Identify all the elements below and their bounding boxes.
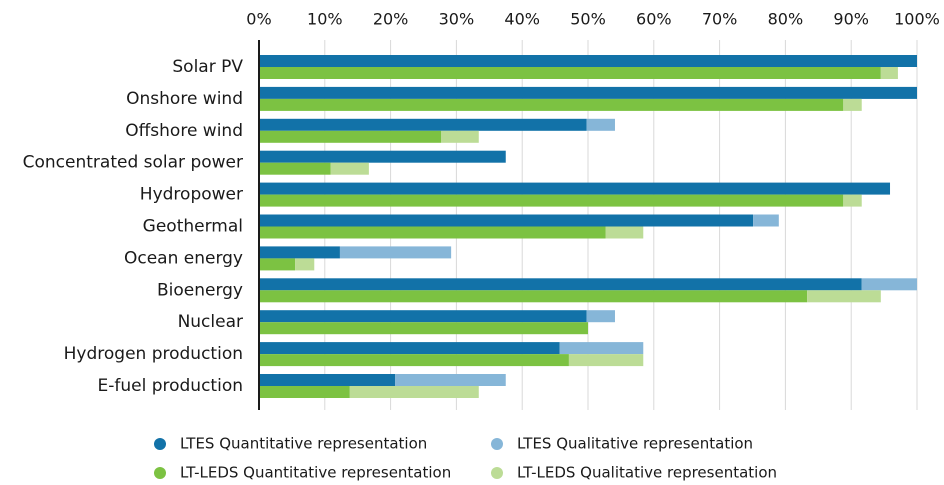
bar xyxy=(843,194,862,207)
bar xyxy=(330,162,369,175)
legend-marker xyxy=(491,467,503,479)
bar xyxy=(861,278,917,291)
bar xyxy=(880,67,898,79)
category-label: Nuclear xyxy=(178,312,243,332)
bar xyxy=(586,118,615,131)
bar xyxy=(259,290,808,303)
bar xyxy=(259,386,350,398)
category-label: Offshore wind xyxy=(125,121,243,141)
bar xyxy=(259,258,296,271)
x-tick-label: 40% xyxy=(504,10,540,29)
legend-label: LTES Quantitative representation xyxy=(180,435,427,453)
x-tick-label: 90% xyxy=(833,10,869,29)
bar xyxy=(259,182,891,195)
bar xyxy=(259,86,917,99)
bar xyxy=(259,322,588,335)
bar xyxy=(843,98,862,111)
bar xyxy=(259,130,442,143)
category-label: Hydropower xyxy=(140,185,243,205)
legend-marker xyxy=(154,467,166,479)
bar xyxy=(568,354,644,367)
category-label: Hydrogen production xyxy=(64,344,243,364)
bar xyxy=(259,55,917,67)
legend-label: LT-LEDS Qualitative representation xyxy=(517,464,777,482)
bar xyxy=(259,150,506,163)
x-tick-label: 50% xyxy=(570,10,606,29)
bar xyxy=(395,374,506,386)
bar xyxy=(339,246,452,259)
bar xyxy=(259,374,396,386)
x-tick-label: 80% xyxy=(768,10,804,29)
bar xyxy=(259,310,587,323)
category-label: Solar PV xyxy=(172,57,243,77)
bar xyxy=(259,246,340,259)
category-label: Geothermal xyxy=(143,217,243,237)
bar xyxy=(259,98,844,111)
bar xyxy=(259,214,754,227)
bar xyxy=(259,354,569,367)
bar xyxy=(259,194,844,207)
bar xyxy=(259,226,606,239)
bar xyxy=(441,130,479,143)
category-label: Concentrated solar power xyxy=(23,153,243,173)
legend-label: LT-LEDS Quantitative representation xyxy=(180,464,451,482)
legend-marker xyxy=(491,438,503,450)
bar xyxy=(753,214,779,227)
x-tick-label: 100% xyxy=(894,10,940,29)
legend-label: LTES Qualitative representation xyxy=(517,435,753,453)
category-label: Ocean energy xyxy=(124,248,243,268)
bar xyxy=(586,310,615,323)
bar xyxy=(605,226,644,239)
bar xyxy=(807,290,881,303)
x-tick-label: 70% xyxy=(702,10,738,29)
x-tick-label: 0% xyxy=(246,10,271,29)
category-label: Onshore wind xyxy=(126,89,243,109)
category-label: Bioenergy xyxy=(157,280,243,300)
x-tick-label: 10% xyxy=(307,10,343,29)
x-tick-label: 60% xyxy=(636,10,672,29)
bar xyxy=(349,386,479,398)
category-label: E-fuel production xyxy=(97,376,243,396)
bar xyxy=(259,67,881,79)
legend-marker xyxy=(154,438,166,450)
bar xyxy=(259,162,331,175)
bar xyxy=(295,258,315,271)
x-tick-label: 30% xyxy=(439,10,475,29)
bar xyxy=(259,118,587,131)
x-tick-label: 20% xyxy=(373,10,409,29)
bar xyxy=(259,342,560,355)
bar xyxy=(559,342,644,355)
bar xyxy=(259,278,862,291)
